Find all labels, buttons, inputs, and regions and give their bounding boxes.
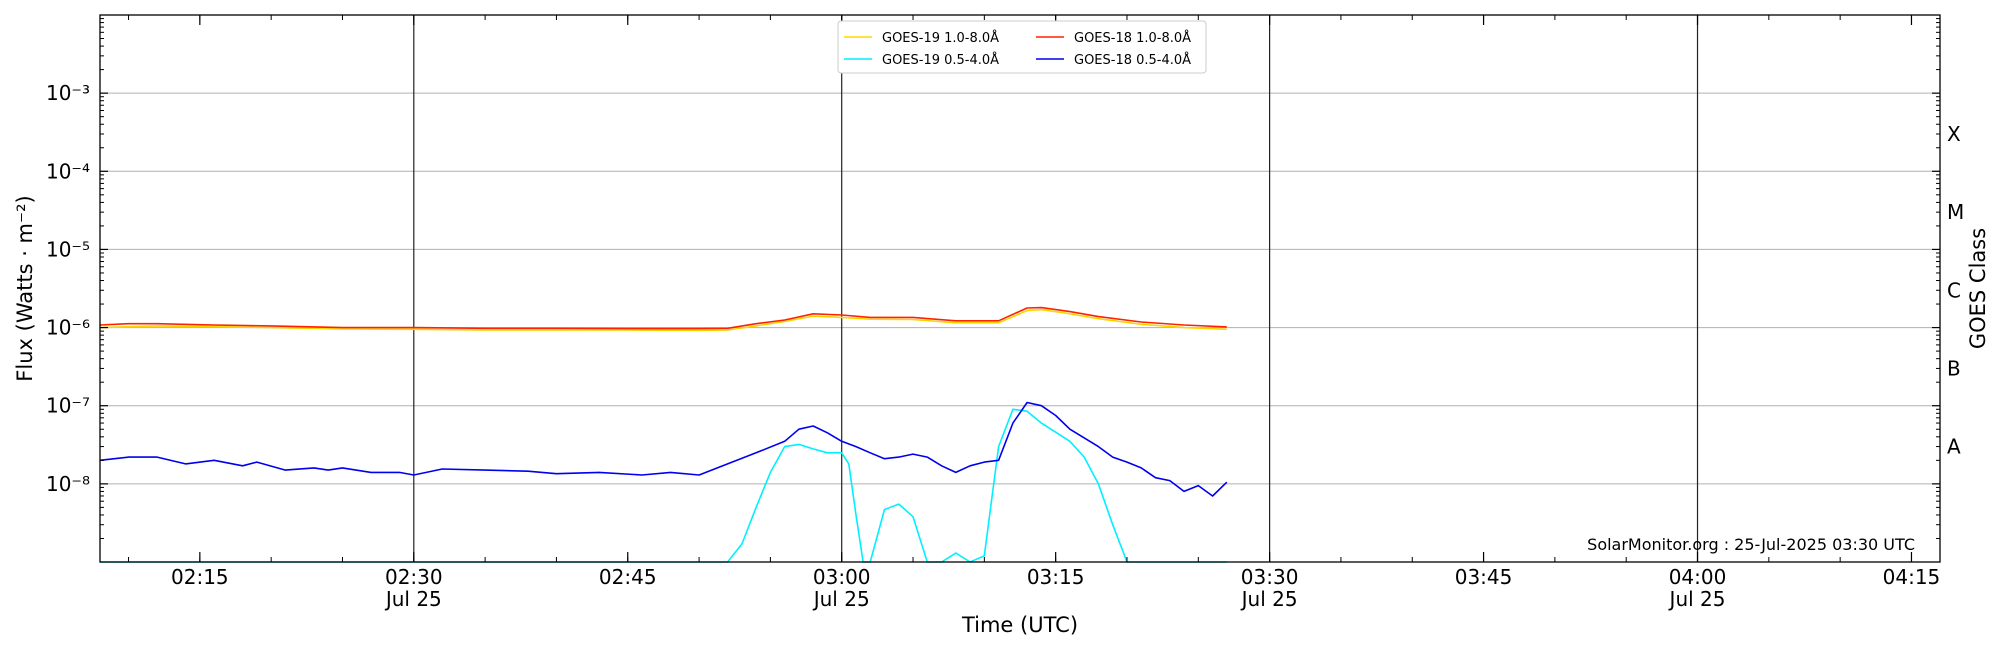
- x-tick-date-label: Jul 25: [1240, 587, 1298, 611]
- series-line-3: [99, 401, 1228, 497]
- legend-entry-label: GOES-18 0.5-4.0Å: [1074, 52, 1191, 68]
- x-axis-title: Time (UTC): [961, 613, 1078, 637]
- legend-box: [837, 20, 1207, 74]
- goes-class-label: M: [1947, 200, 1964, 224]
- x-tick-label: 04:00: [1669, 565, 1727, 589]
- x-tick-date-label: Jul 25: [812, 587, 870, 611]
- x-tick-label: 04:15: [1883, 565, 1941, 589]
- goes-class-label: X: [1947, 122, 1961, 146]
- x-tick-date-label: Jul 25: [1668, 587, 1726, 611]
- legend: GOES-19 1.0-8.0Å GOES-19 0.5-4.0Å GOES-18 …: [837, 20, 1207, 74]
- series-layer: [99, 306, 1228, 563]
- x-tick-label: 03:00: [813, 565, 871, 589]
- y-tick-label: 10⁻⁴: [46, 159, 90, 183]
- goes-class-label: C: [1947, 278, 1961, 302]
- plot-frame: [99, 14, 1941, 563]
- grid-layer: [100, 15, 1940, 562]
- x-tick-date-label: Jul 25: [384, 587, 442, 611]
- x-tick-label: 03:15: [1027, 565, 1085, 589]
- x-tick-label: 03:45: [1455, 565, 1513, 589]
- y-tick-label: 10⁻⁶: [46, 316, 90, 340]
- legend-entry-label: GOES-19 0.5-4.0Å: [882, 52, 999, 68]
- y-tick-label: 10⁻³: [46, 81, 90, 105]
- legend-entry-label: GOES-18 1.0-8.0Å: [1074, 30, 1191, 46]
- series-line-0: [99, 308, 1227, 332]
- series-line-1: [99, 306, 1227, 330]
- legend-entry-label: GOES-19 1.0-8.0Å: [882, 30, 999, 46]
- series-line-2: [100, 408, 1227, 563]
- axes-layer: [99, 14, 1941, 563]
- y-axis-title: Flux (Watts · m⁻²): [13, 195, 37, 381]
- x-tick-label: 02:30: [385, 565, 443, 589]
- y-tick-label: 10⁻⁷: [46, 394, 90, 418]
- credit-label: SolarMonitor.org : 25-Jul-2025 03:30 UTC: [1587, 535, 1915, 554]
- goes-class-label: B: [1947, 356, 1961, 380]
- x-tick-label: 02:15: [171, 565, 229, 589]
- x-tick-label: 02:45: [599, 565, 657, 589]
- y-tick-label: 10⁻⁵: [46, 237, 90, 261]
- goes-class-label: A: [1947, 435, 1961, 459]
- x-tick-label: 03:30: [1241, 565, 1299, 589]
- y-tick-label: 10⁻⁸: [46, 472, 90, 496]
- y2-axis-title: GOES Class: [1966, 228, 1990, 349]
